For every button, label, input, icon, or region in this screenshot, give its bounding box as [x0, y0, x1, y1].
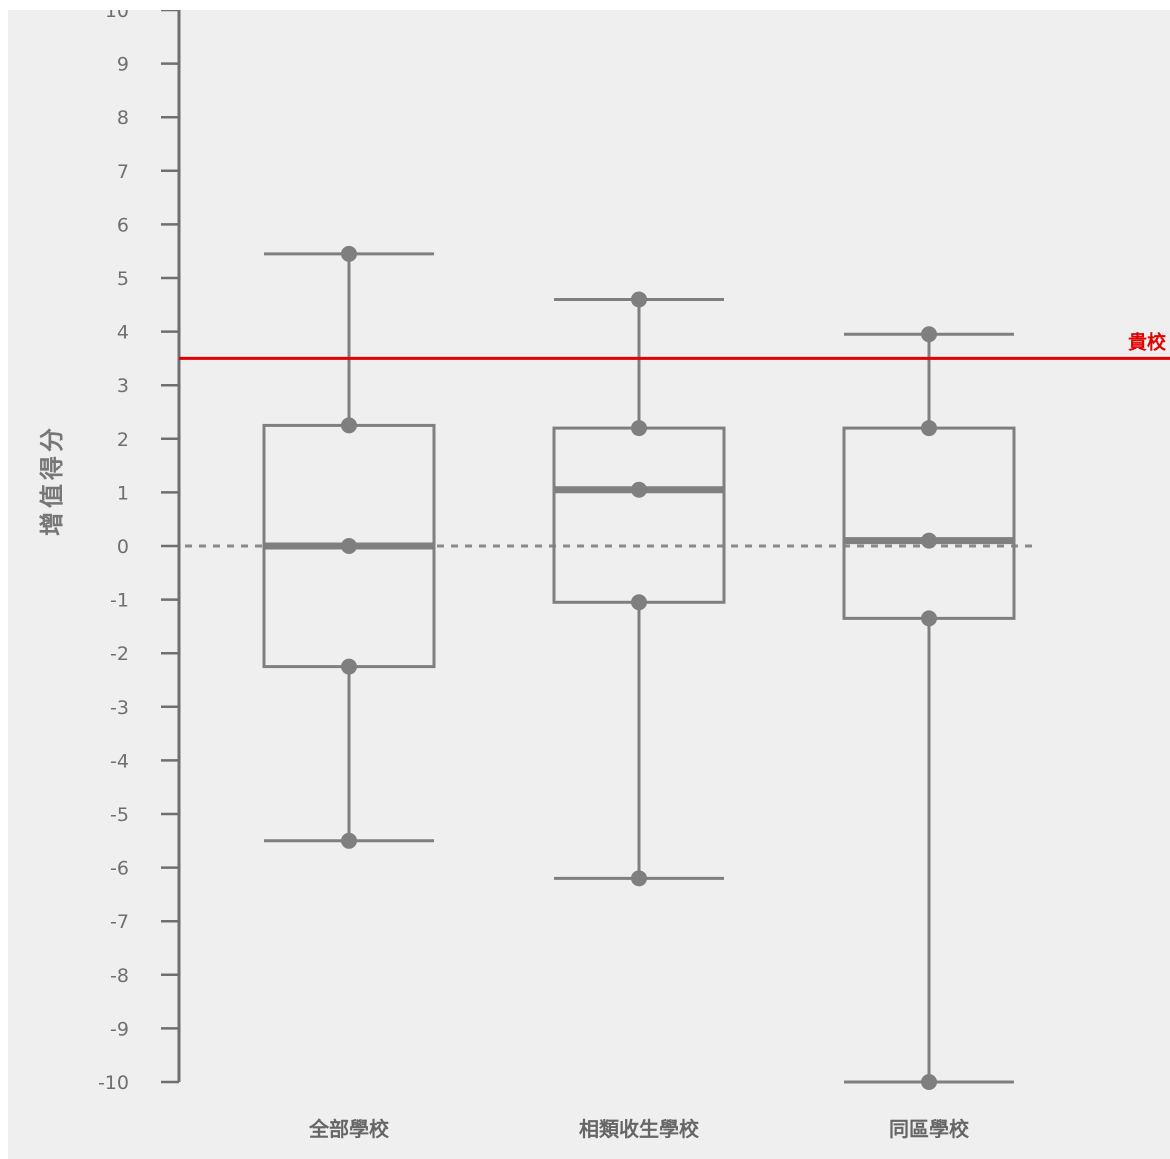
- y-tick-label: 6: [117, 214, 129, 236]
- q1-point: [631, 594, 647, 611]
- median-point: [341, 538, 357, 554]
- y-tick-label: 1: [117, 482, 129, 504]
- q3-point: [631, 420, 647, 437]
- y-tick-label: 7: [117, 161, 129, 183]
- box-3: [842, 326, 1016, 1090]
- median-point: [921, 532, 937, 549]
- category-label: 全部學校: [308, 1117, 390, 1141]
- y-tick-label: -10: [98, 1072, 129, 1094]
- boxes: [262, 245, 1016, 1090]
- y-tick-label: -1: [110, 590, 129, 612]
- y-tick-label: 2: [117, 429, 129, 451]
- min-point: [921, 1074, 937, 1090]
- q3-point: [921, 420, 937, 437]
- y-tick-label: -4: [110, 750, 129, 772]
- min-point: [341, 832, 357, 849]
- iqr-box: [842, 426, 1016, 620]
- y-tick-label: 10: [105, 10, 129, 22]
- y-tick-label: 3: [117, 375, 129, 397]
- y-tick-label: 5: [117, 268, 129, 290]
- y-tick-label: -8: [110, 965, 129, 987]
- q3-point: [341, 417, 357, 434]
- box-1: [262, 245, 436, 849]
- y-tick-label: -9: [110, 1018, 129, 1040]
- reference-line-label: 貴校: [1128, 330, 1167, 353]
- y-tick-label: -6: [110, 858, 129, 880]
- y-tick-label: -3: [110, 697, 129, 719]
- max-point: [921, 326, 937, 343]
- y-tick-label: 8: [117, 107, 129, 129]
- box-2: [552, 291, 726, 887]
- y-tick-label: 0: [117, 536, 129, 558]
- category-label: 同區學校: [889, 1117, 970, 1141]
- max-point: [631, 291, 647, 308]
- reference-line-group: 貴校: [179, 330, 1170, 360]
- q1-point: [921, 610, 937, 627]
- median-point: [631, 481, 647, 498]
- category-label: 相類收生學校: [579, 1117, 700, 1141]
- q1-point: [341, 658, 357, 675]
- y-tick-label: 9: [117, 54, 129, 76]
- iqr-box: [552, 426, 726, 604]
- plot-area: -10 -9 -8 -7 -6 -5 -4 -3 -2 -1 0 1 2 3 4 5 6 7 8 9 10 貴校 全部學…: [8, 10, 1170, 1159]
- y-tick-label: -7: [110, 911, 129, 933]
- max-point: [341, 245, 357, 262]
- y-tick-label: 4: [117, 322, 129, 344]
- y-tick-label: -2: [110, 643, 129, 665]
- min-point: [631, 870, 647, 887]
- x-axis-labels: 全部學校 相類收生學校 同區學校: [308, 1117, 970, 1141]
- y-axis-title: 增值得分: [38, 424, 66, 536]
- y-tick-label: -5: [110, 804, 129, 826]
